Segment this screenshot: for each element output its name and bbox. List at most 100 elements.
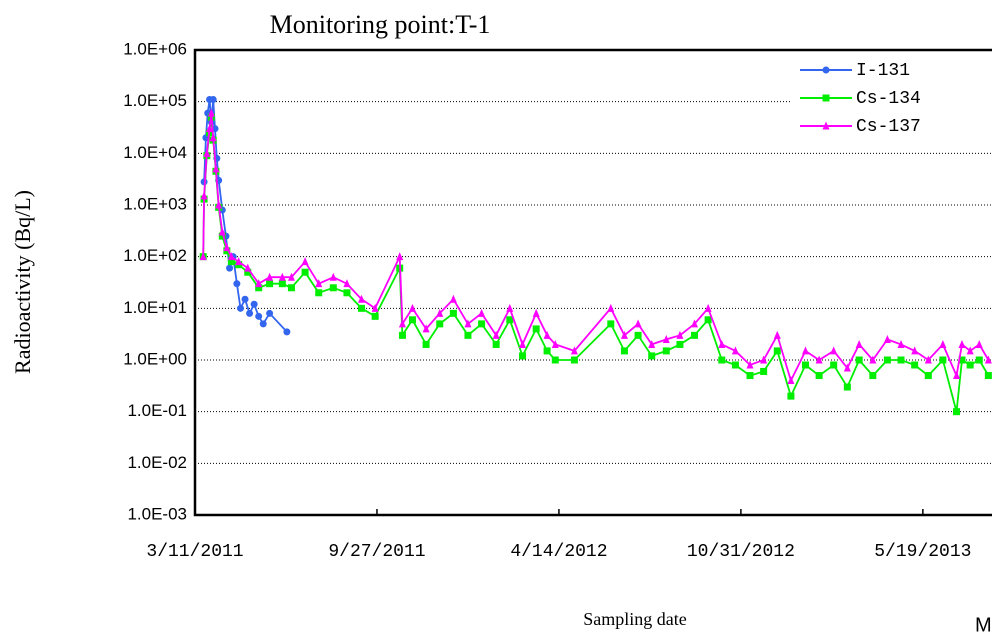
y-tick-label: 1.0E-01 (127, 401, 187, 420)
data-point (255, 284, 263, 292)
footnote: M (975, 614, 992, 635)
data-point (478, 308, 486, 317)
data-point (975, 356, 983, 364)
data-point (246, 309, 254, 317)
data-point (801, 361, 809, 369)
data-point (975, 339, 983, 348)
data-point (301, 268, 309, 276)
data-point (897, 356, 905, 364)
data-point (478, 320, 486, 328)
data-point (235, 257, 243, 266)
data-point (690, 319, 698, 328)
data-point (746, 360, 754, 369)
data-point (843, 363, 851, 372)
data-point (283, 328, 291, 336)
x-tick-label: 5/19/2013 (874, 542, 971, 562)
data-point (343, 289, 351, 297)
data-point (506, 316, 514, 324)
data-point (464, 319, 472, 328)
data-point (244, 263, 252, 272)
data-point (532, 325, 540, 333)
data-point (773, 347, 781, 355)
series-line (202, 117, 990, 412)
data-point (924, 372, 932, 380)
x-axis-label: Sampling date (583, 609, 686, 629)
data-point (357, 294, 365, 303)
data-point (226, 264, 234, 272)
y-tick-label: 1.0E+03 (123, 194, 187, 213)
data-point (551, 339, 559, 348)
data-point (648, 352, 656, 360)
data-point (436, 308, 444, 317)
data-point (773, 330, 781, 339)
data-point (207, 108, 215, 117)
data-point (436, 320, 444, 328)
x-tick-label: 4/14/2012 (510, 542, 607, 562)
data-point (408, 303, 416, 312)
data-point (212, 164, 220, 173)
data-point (244, 268, 252, 276)
data-point (227, 252, 235, 261)
data-point (315, 279, 323, 288)
data-point (241, 295, 249, 303)
data-point (464, 331, 472, 339)
data-point (676, 330, 684, 339)
data-point (278, 280, 286, 288)
plot-frame (193, 48, 992, 517)
data-point (984, 372, 992, 380)
data-point (301, 257, 309, 266)
legend-label: I-131 (856, 61, 910, 81)
data-point (815, 355, 823, 364)
data-point (266, 280, 274, 288)
data-point (543, 347, 551, 355)
data-point (883, 334, 891, 343)
data-point (519, 352, 527, 360)
data-point (883, 356, 891, 364)
data-point (250, 300, 258, 308)
legend-marker (822, 66, 830, 74)
data-point (634, 319, 642, 328)
data-point (704, 303, 712, 312)
legend-marker (822, 121, 830, 130)
data-point (236, 304, 244, 312)
data-point (223, 243, 231, 252)
data-point (371, 312, 379, 320)
y-tick-label: 1.0E+05 (123, 91, 187, 110)
y-tick-label: 1.0E+06 (123, 39, 187, 58)
legend-marker (822, 94, 830, 102)
data-point (966, 346, 974, 355)
data-point (209, 96, 217, 104)
data-point (939, 356, 947, 364)
y-tick-label: 1.0E+02 (123, 246, 187, 265)
data-point (620, 330, 628, 339)
data-point (209, 133, 217, 142)
data-point (953, 408, 961, 416)
data-point (278, 272, 286, 281)
data-point (449, 294, 457, 303)
y-tick-label: 1.0E-02 (127, 453, 187, 472)
data-point (607, 320, 615, 328)
data-point (760, 355, 768, 364)
data-point (266, 309, 274, 317)
data-point (958, 356, 966, 364)
data-point (203, 148, 211, 157)
data-point (911, 361, 919, 369)
y-tick-label: 1.0E-03 (127, 504, 187, 523)
data-point (218, 232, 226, 240)
data-point (869, 355, 877, 364)
data-point (449, 309, 457, 317)
data-point (924, 355, 932, 364)
data-point (408, 316, 416, 324)
data-point (787, 376, 795, 385)
data-point (830, 361, 838, 369)
data-point (329, 272, 337, 281)
data-point (760, 367, 768, 375)
data-point (532, 308, 540, 317)
data-point (206, 124, 214, 133)
data-point (746, 372, 754, 380)
data-point (801, 346, 809, 355)
y-tick-label: 1.0E+04 (123, 143, 187, 162)
data-point (607, 303, 615, 312)
